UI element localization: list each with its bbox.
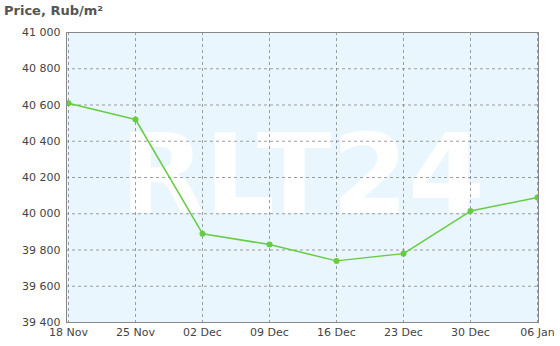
svg-text:40 600: 40 600 [22, 99, 61, 112]
svg-text:40 800: 40 800 [22, 62, 61, 75]
svg-text:39 600: 39 600 [22, 280, 61, 293]
svg-text:RLT24: RLT24 [120, 111, 485, 239]
svg-text:18 Nov: 18 Nov [49, 326, 88, 340]
svg-text:41 000: 41 000 [22, 26, 61, 39]
svg-text:06 Jan: 06 Jan [520, 326, 554, 339]
svg-text:39 400: 39 400 [22, 316, 61, 329]
svg-text:40 400: 40 400 [22, 135, 61, 148]
html-text:Price, Rub/m²: Price, Rub/m² [4, 3, 103, 18]
svg-text:02 Dec: 02 Dec [183, 326, 222, 339]
svg-text:40 000: 40 000 [22, 207, 61, 220]
svg-text:16 Dec: 16 Dec [317, 326, 356, 339]
svg-text:40 200: 40 200 [22, 171, 61, 184]
svg-text:39 800: 39 800 [22, 244, 61, 257]
svg-text:09 Dec: 09 Dec [250, 326, 289, 339]
svg-text:23 Dec: 23 Dec [384, 326, 423, 339]
svg-text:30 Dec: 30 Dec [451, 326, 490, 339]
svg-text:25 Nov: 25 Nov [116, 326, 155, 339]
